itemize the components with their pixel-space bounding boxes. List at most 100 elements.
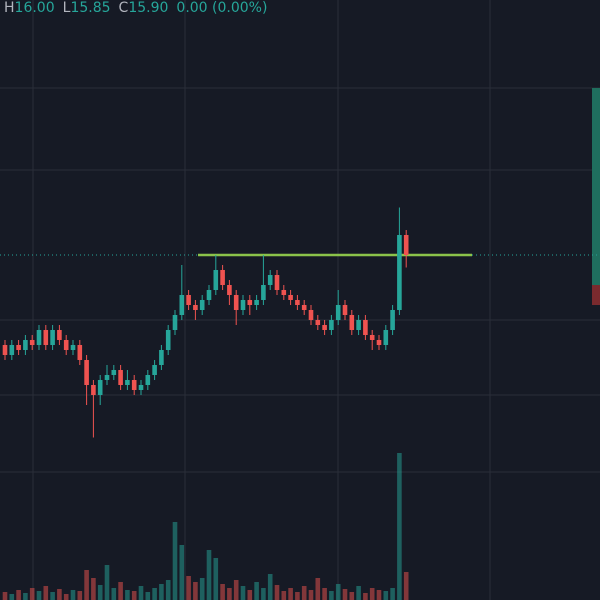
c-value: 15.90	[128, 0, 168, 16]
volume-bar	[2, 592, 8, 600]
ohlc-header: H16.00 L15.85 C15.90 0.00 (0.00%)	[4, 0, 267, 16]
candle-body	[308, 310, 314, 320]
candle-body	[376, 340, 382, 345]
candle-body	[159, 350, 164, 365]
scale-bar-down	[592, 285, 600, 305]
volume-bar	[335, 584, 341, 600]
volume-bar	[186, 576, 191, 600]
scale-bar-up	[592, 88, 600, 285]
volume-bar	[274, 585, 280, 600]
volume-bar	[104, 565, 110, 600]
volume-bar	[199, 578, 205, 600]
volume-bar	[172, 522, 178, 600]
candle-body	[227, 285, 232, 295]
candle-body	[172, 315, 178, 330]
candle-body	[63, 340, 69, 350]
candle-body	[383, 330, 389, 345]
volume-bar	[16, 590, 21, 600]
volume-bar	[213, 558, 219, 600]
volume-bar	[131, 591, 137, 600]
volume-bar	[77, 591, 83, 600]
volume-bar	[220, 584, 225, 600]
candle-body	[111, 370, 117, 375]
candle-body	[50, 330, 55, 345]
volume-bar	[165, 580, 171, 600]
volume-bar	[159, 584, 164, 600]
candle-body	[322, 325, 327, 330]
candle-body	[104, 375, 110, 380]
volume-bar	[227, 588, 232, 600]
candle-body	[369, 335, 375, 340]
volume-bar	[63, 594, 69, 600]
candle-body	[193, 305, 198, 310]
candle-body	[233, 295, 239, 310]
candle-body	[403, 235, 409, 255]
volume-bar	[322, 588, 327, 600]
volume-bar	[390, 588, 395, 600]
candle-body	[152, 365, 157, 375]
candle-body	[36, 330, 42, 345]
candle-body	[247, 300, 253, 305]
volume-bar	[376, 590, 382, 600]
volume-bar	[295, 592, 300, 600]
candle-body	[16, 345, 21, 350]
candle-body	[240, 300, 246, 310]
volume-bar	[247, 590, 253, 600]
volume-bar	[193, 582, 198, 600]
candle-body	[138, 385, 144, 390]
candle-body	[267, 275, 273, 285]
candle-body	[29, 340, 35, 345]
candle-body	[261, 285, 266, 300]
candle-body	[301, 305, 307, 310]
candle-body	[84, 360, 89, 385]
candle-body	[57, 330, 62, 340]
l-value: 15.85	[70, 0, 110, 16]
volume-bar	[369, 588, 375, 600]
volume-bar	[9, 594, 15, 600]
volume-bar	[145, 592, 151, 600]
volume-bar	[43, 586, 49, 600]
candle-body	[220, 270, 225, 285]
candle-body	[199, 300, 205, 310]
candle-body	[2, 345, 8, 355]
volume-bar	[397, 453, 402, 600]
volume-bar	[233, 580, 239, 600]
volume-bar	[363, 593, 368, 600]
volume-bar	[23, 593, 28, 600]
candle-body	[397, 235, 402, 310]
candle-body	[295, 300, 300, 305]
volume-bar	[301, 586, 307, 600]
volume-bar	[36, 591, 42, 600]
candle-body	[43, 330, 49, 345]
candle-body	[125, 380, 130, 385]
volume-bar	[70, 590, 76, 600]
candle-body	[9, 345, 15, 355]
volume-bar	[111, 588, 117, 600]
candle-body	[131, 380, 137, 390]
candle-body	[145, 375, 151, 385]
candle-body	[356, 320, 361, 330]
candle-body	[97, 380, 103, 395]
candle-body	[315, 320, 321, 325]
volume-bar	[288, 588, 293, 600]
volume-bar	[138, 586, 144, 600]
volume-bar	[254, 582, 259, 600]
candle-body	[342, 305, 348, 315]
candle-body	[213, 270, 219, 290]
l-label: L	[63, 0, 71, 16]
volume-bar	[308, 590, 314, 600]
volume-bar	[179, 545, 185, 600]
volume-bar	[261, 588, 266, 600]
volume-bar	[329, 591, 334, 600]
volume-bar	[84, 570, 89, 600]
h-label: H	[4, 0, 15, 16]
volume-bar	[29, 588, 35, 600]
volume-bar	[342, 589, 348, 600]
volume-bar	[152, 588, 157, 600]
volume-bar	[57, 589, 62, 600]
candle-body	[70, 345, 76, 350]
change: 0.00 (0.00%)	[176, 0, 267, 16]
c-label: C	[119, 0, 129, 16]
volume-bar	[356, 586, 361, 600]
